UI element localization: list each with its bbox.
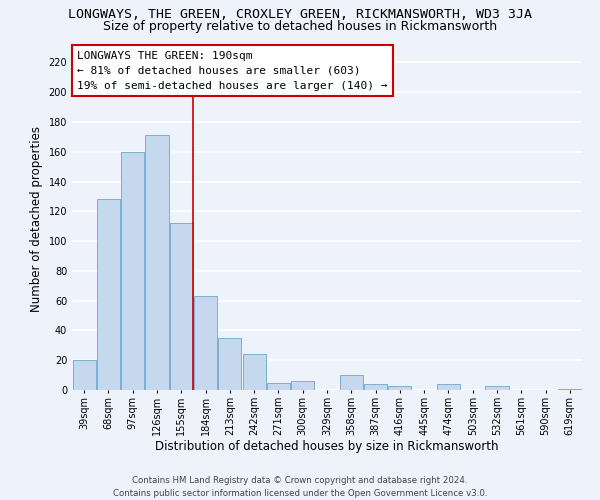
Text: Size of property relative to detached houses in Rickmansworth: Size of property relative to detached ho… bbox=[103, 20, 497, 33]
Bar bbox=[485, 386, 509, 390]
Text: LONGWAYS, THE GREEN, CROXLEY GREEN, RICKMANSWORTH, WD3 3JA: LONGWAYS, THE GREEN, CROXLEY GREEN, RICK… bbox=[68, 8, 532, 20]
Bar bbox=[340, 375, 363, 390]
Bar bbox=[194, 296, 217, 390]
Y-axis label: Number of detached properties: Number of detached properties bbox=[30, 126, 43, 312]
Text: LONGWAYS THE GREEN: 190sqm
← 81% of detached houses are smaller (603)
19% of sem: LONGWAYS THE GREEN: 190sqm ← 81% of deta… bbox=[77, 51, 388, 90]
Bar bbox=[291, 381, 314, 390]
Text: Contains HM Land Registry data © Crown copyright and database right 2024.
Contai: Contains HM Land Registry data © Crown c… bbox=[113, 476, 487, 498]
Bar bbox=[97, 200, 120, 390]
Bar bbox=[559, 388, 581, 390]
Bar bbox=[437, 384, 460, 390]
Bar bbox=[73, 360, 95, 390]
Bar bbox=[267, 382, 290, 390]
Bar bbox=[145, 136, 169, 390]
Bar bbox=[388, 386, 412, 390]
Bar bbox=[170, 223, 193, 390]
Bar bbox=[364, 384, 387, 390]
X-axis label: Distribution of detached houses by size in Rickmansworth: Distribution of detached houses by size … bbox=[155, 440, 499, 454]
Bar bbox=[242, 354, 266, 390]
Bar bbox=[121, 152, 144, 390]
Bar bbox=[218, 338, 241, 390]
